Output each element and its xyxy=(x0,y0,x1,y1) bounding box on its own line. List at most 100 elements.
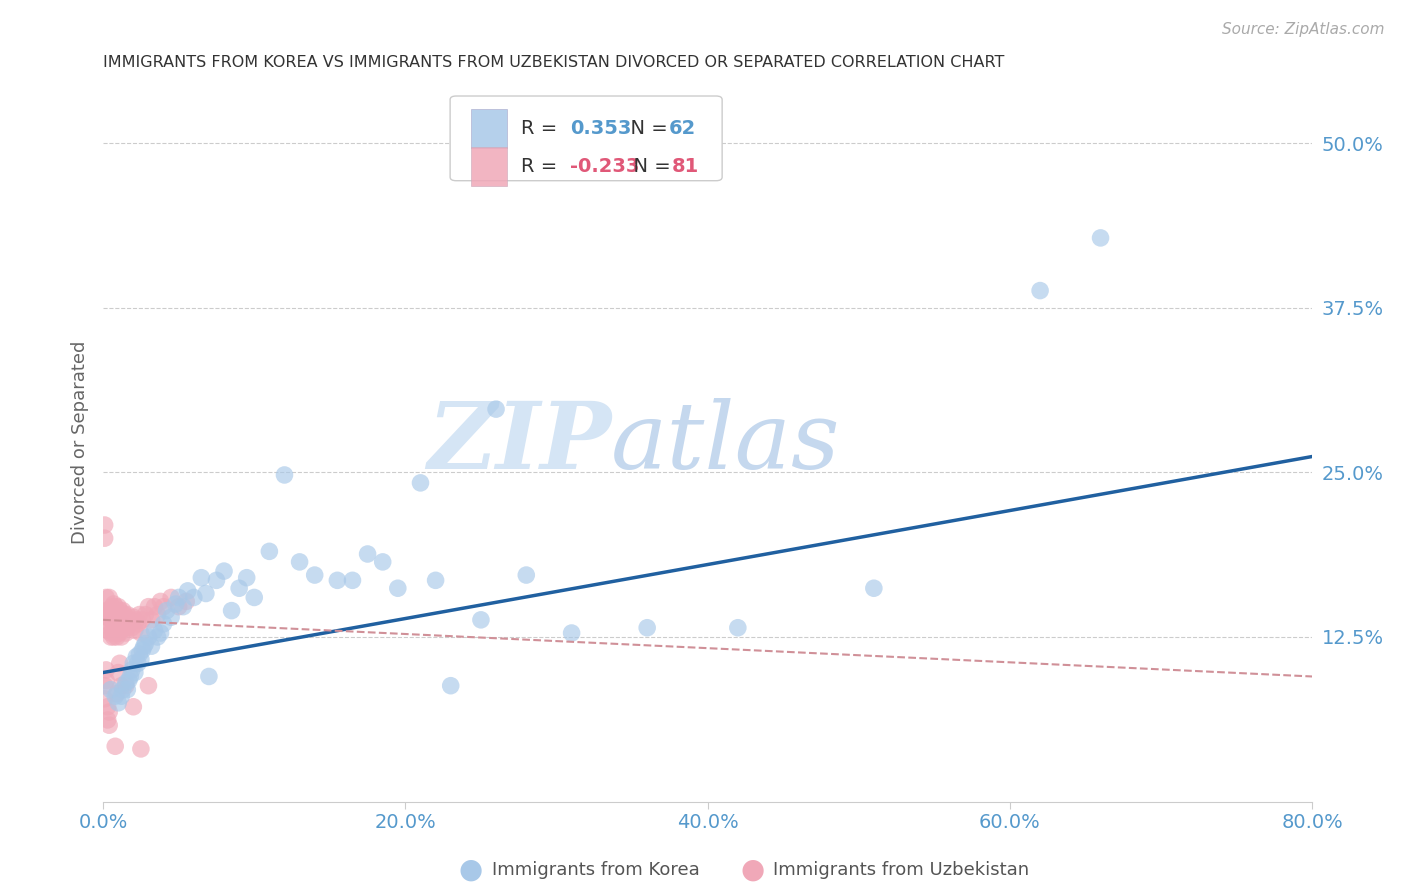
Point xyxy=(122,699,145,714)
Point xyxy=(117,682,139,697)
Text: ●: ● xyxy=(458,855,484,884)
Point xyxy=(112,621,135,635)
Point xyxy=(114,676,136,690)
Point xyxy=(107,665,129,680)
Point xyxy=(326,574,349,588)
Point xyxy=(863,581,886,595)
Point xyxy=(100,616,122,631)
Point xyxy=(243,591,266,605)
Point xyxy=(108,626,131,640)
Point xyxy=(117,607,139,622)
Point xyxy=(98,591,121,605)
Point xyxy=(108,657,131,671)
Point xyxy=(94,663,117,677)
Point xyxy=(110,610,132,624)
Point xyxy=(94,604,117,618)
Point xyxy=(94,591,117,605)
Point xyxy=(100,626,122,640)
Point xyxy=(114,626,136,640)
Point xyxy=(131,643,153,657)
Point xyxy=(165,597,187,611)
Text: N =: N = xyxy=(619,119,673,137)
Point xyxy=(183,591,205,605)
Point xyxy=(727,621,749,635)
Text: 81: 81 xyxy=(671,157,699,176)
Point xyxy=(134,607,156,622)
Point xyxy=(515,568,537,582)
Point xyxy=(127,616,149,631)
Point xyxy=(470,613,492,627)
Text: ●: ● xyxy=(740,855,765,884)
Point xyxy=(107,696,129,710)
Point xyxy=(138,679,160,693)
Point xyxy=(111,604,134,618)
Point xyxy=(125,613,148,627)
Point xyxy=(212,564,235,578)
Point xyxy=(221,604,243,618)
Text: IMMIGRANTS FROM KOREA VS IMMIGRANTS FROM UZBEKISTAN DIVORCED OR SEPARATED CORREL: IMMIGRANTS FROM KOREA VS IMMIGRANTS FROM… xyxy=(103,55,1004,70)
Point xyxy=(146,630,169,644)
Point xyxy=(103,613,125,627)
Point xyxy=(440,679,463,693)
Point xyxy=(105,687,128,701)
FancyBboxPatch shape xyxy=(471,146,508,186)
Point xyxy=(100,630,122,644)
Point xyxy=(138,630,160,644)
Point xyxy=(104,599,127,614)
Point xyxy=(112,607,135,622)
Text: atlas: atlas xyxy=(610,398,841,488)
Point xyxy=(131,613,153,627)
Point xyxy=(143,624,166,638)
Text: 0.353: 0.353 xyxy=(569,119,631,137)
Point xyxy=(93,518,115,533)
Point xyxy=(561,626,583,640)
Point xyxy=(118,673,141,688)
Point xyxy=(101,624,124,638)
Point xyxy=(387,581,409,595)
Point xyxy=(1029,284,1052,298)
Text: Source: ZipAtlas.com: Source: ZipAtlas.com xyxy=(1222,22,1385,37)
Point xyxy=(121,621,143,635)
Point xyxy=(111,616,134,631)
Point xyxy=(100,682,122,697)
Point xyxy=(205,574,228,588)
Point xyxy=(120,669,142,683)
Point xyxy=(138,599,160,614)
Point xyxy=(152,616,174,631)
Point xyxy=(371,555,394,569)
Point xyxy=(103,630,125,644)
Text: R =: R = xyxy=(522,119,564,137)
Point xyxy=(108,616,131,631)
Point xyxy=(155,604,177,618)
Point xyxy=(101,604,124,618)
Point xyxy=(103,626,125,640)
Y-axis label: Divorced or Separated: Divorced or Separated xyxy=(72,341,89,544)
Point xyxy=(129,626,152,640)
Point xyxy=(160,610,183,624)
Point xyxy=(97,610,120,624)
Point xyxy=(114,679,136,693)
Point xyxy=(152,599,174,614)
Point xyxy=(127,657,149,671)
Point xyxy=(93,679,115,693)
Point xyxy=(129,652,152,666)
Point xyxy=(122,610,145,624)
Point xyxy=(425,574,447,588)
Point xyxy=(1090,231,1112,245)
Point xyxy=(121,663,143,677)
Text: 62: 62 xyxy=(669,119,696,137)
Point xyxy=(174,594,197,608)
Point xyxy=(146,607,169,622)
Point xyxy=(101,599,124,614)
Point xyxy=(104,690,127,704)
Point xyxy=(304,568,326,582)
Point xyxy=(273,467,295,482)
Point xyxy=(228,581,250,595)
Point xyxy=(97,713,120,727)
FancyBboxPatch shape xyxy=(471,109,508,148)
Point xyxy=(107,626,129,640)
Text: N =: N = xyxy=(620,157,676,176)
Point xyxy=(105,616,128,631)
Point xyxy=(636,621,658,635)
Point xyxy=(288,555,311,569)
